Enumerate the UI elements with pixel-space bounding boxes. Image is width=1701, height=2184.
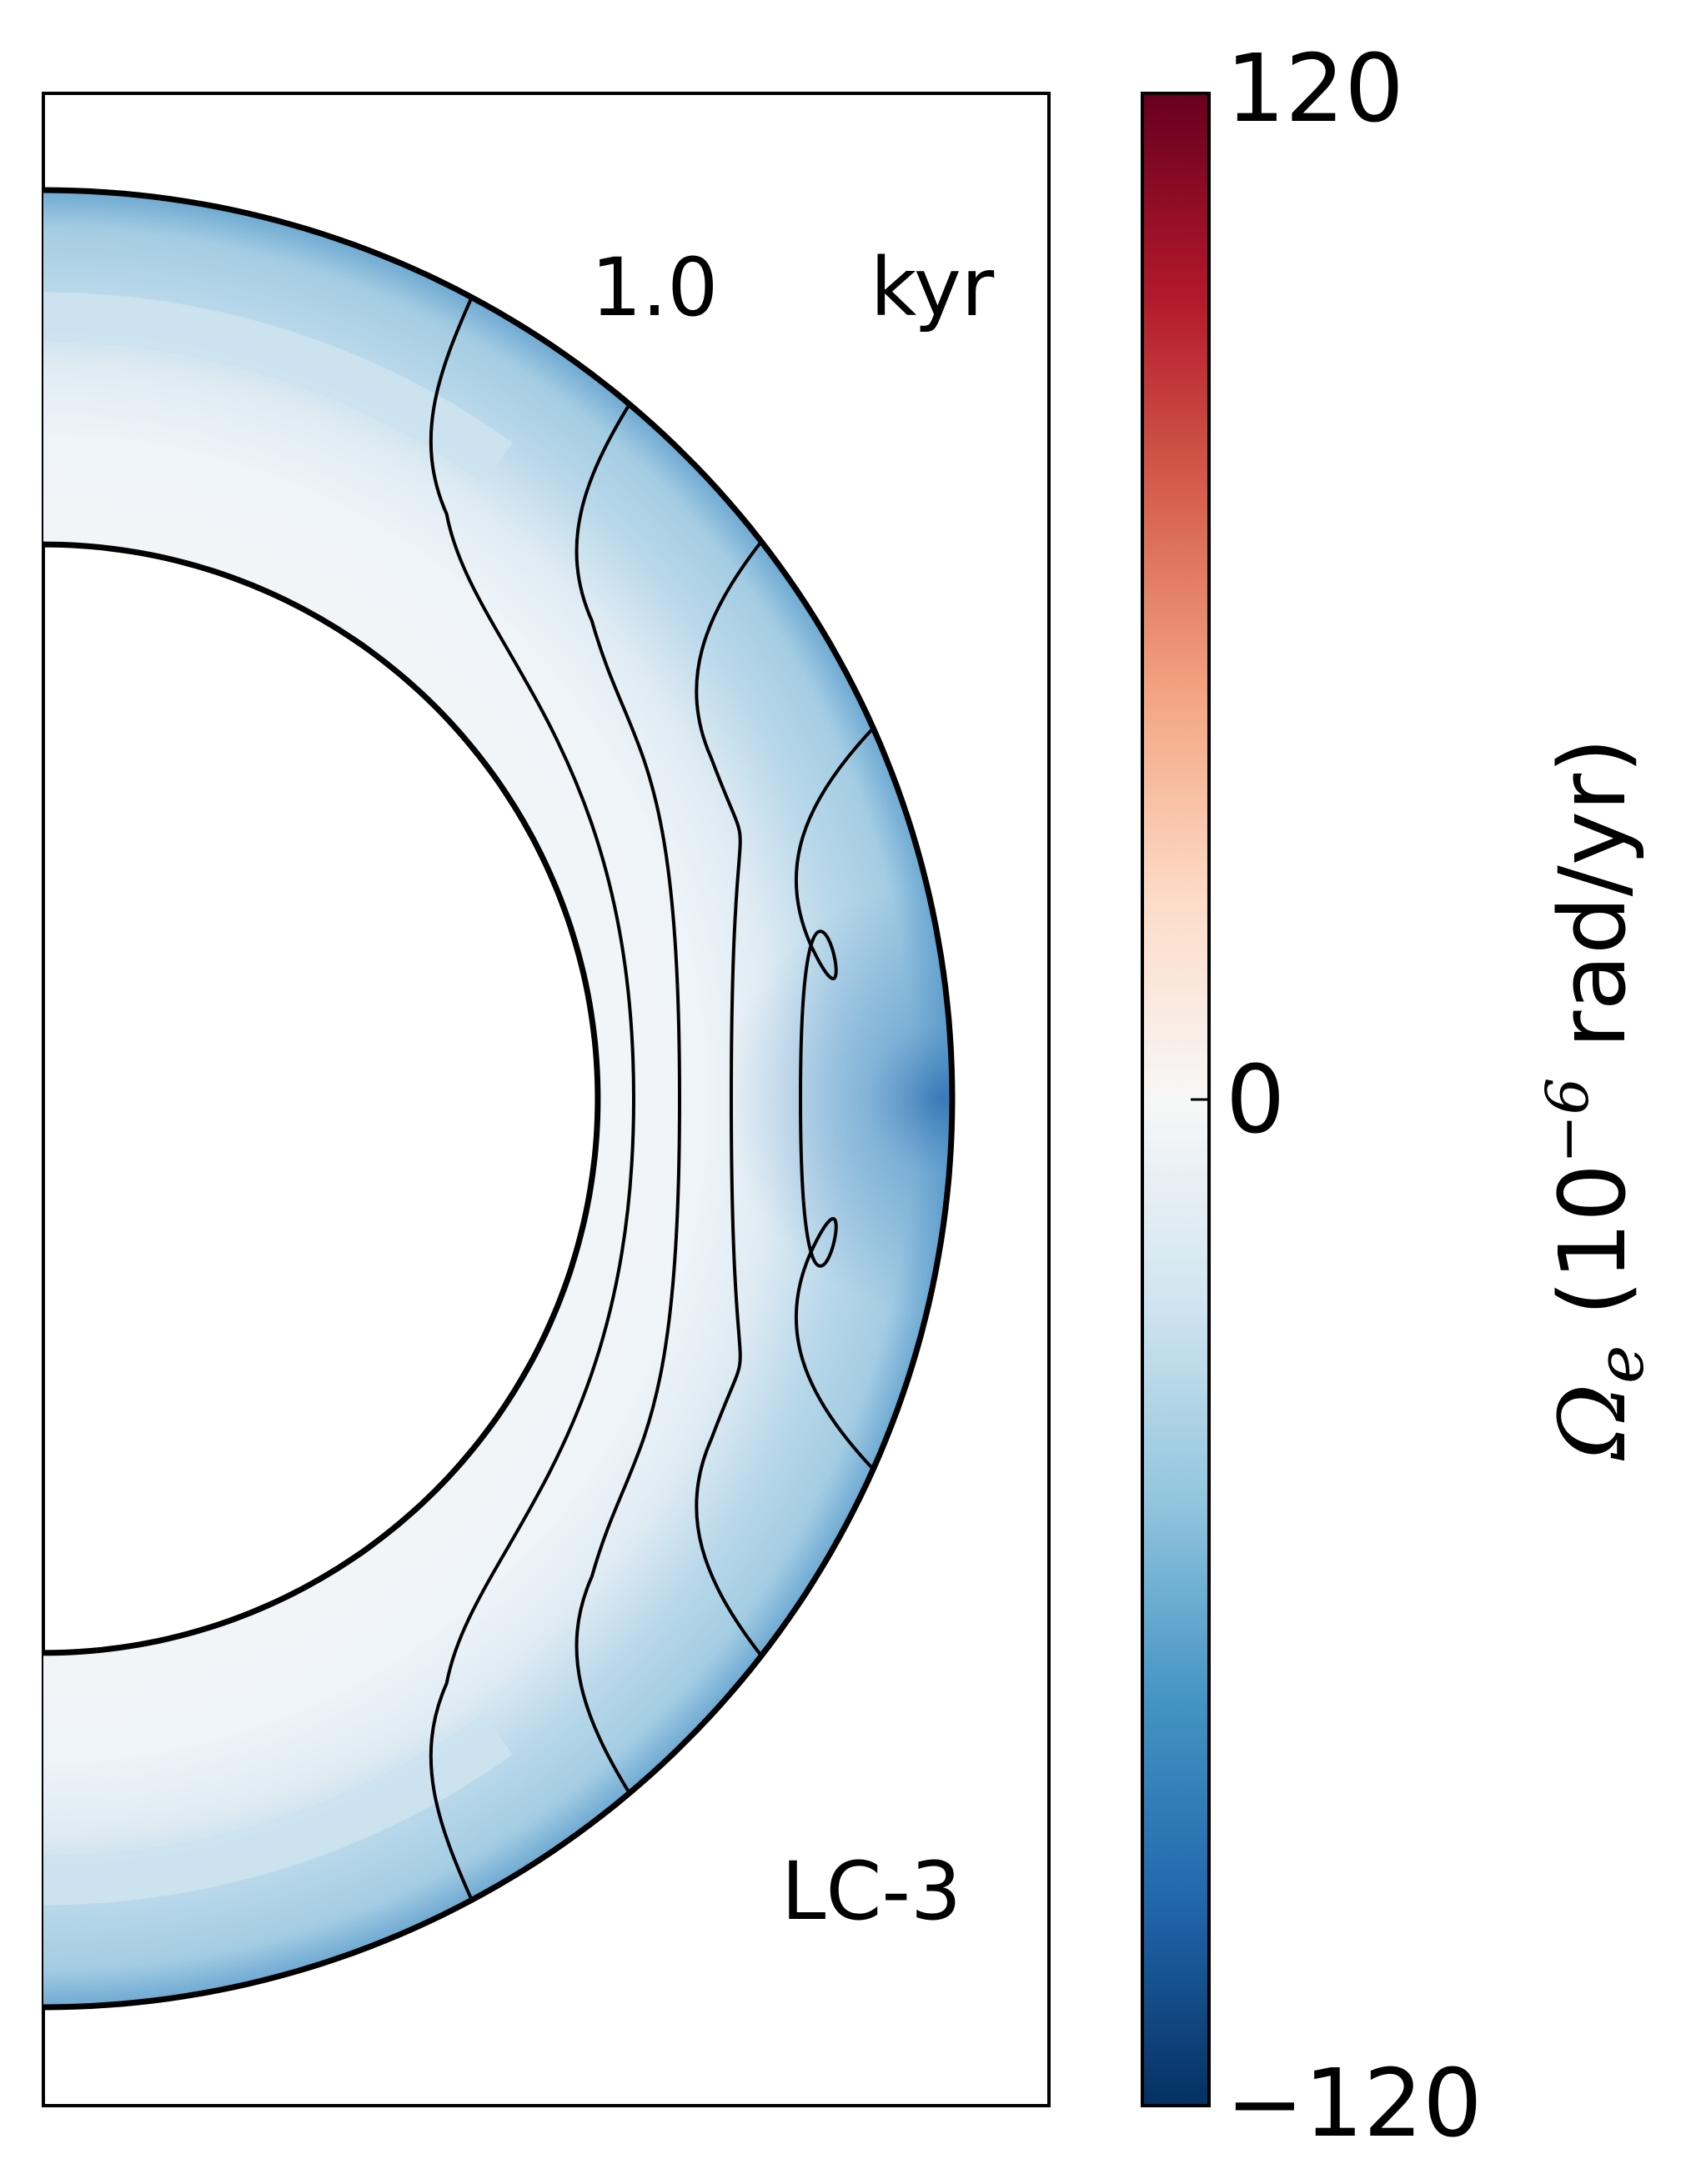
colorbar-tick-label-top: 120 <box>1226 35 1404 143</box>
contour-line <box>695 540 763 1657</box>
time-unit: kyr <box>871 241 995 334</box>
label-exponent: −6 <box>1533 1078 1602 1164</box>
contour-line <box>575 403 682 1795</box>
inner-boundary <box>43 541 601 1656</box>
colorbar-tick-label-bottom: −120 <box>1226 2050 1483 2158</box>
model-label: LC-3 <box>781 1845 961 1938</box>
colorbar-tick-label-zero: 0 <box>1226 1046 1285 1155</box>
polar-band-top <box>43 292 513 483</box>
contour-line <box>429 296 636 1901</box>
contour-line <box>794 727 875 1470</box>
polar-band-bottom <box>43 1714 513 1906</box>
time-value: 1.0 <box>591 241 719 334</box>
label-symbol: Ω <box>1539 1384 1646 1461</box>
field-contours <box>429 296 875 1901</box>
outer-boundary <box>43 187 956 2011</box>
label-subscript: e <box>1583 1345 1658 1384</box>
label-unit: rad/yr) <box>1539 738 1646 1078</box>
label-open: (10 <box>1539 1164 1646 1345</box>
shell-fill <box>43 190 952 2007</box>
svg-text:Ωe (10−6 rad/yr): Ωe (10−6 rad/yr) <box>1533 738 1658 1461</box>
colorbar-label: Ωe (10−6 rad/yr) <box>1533 738 1658 1461</box>
